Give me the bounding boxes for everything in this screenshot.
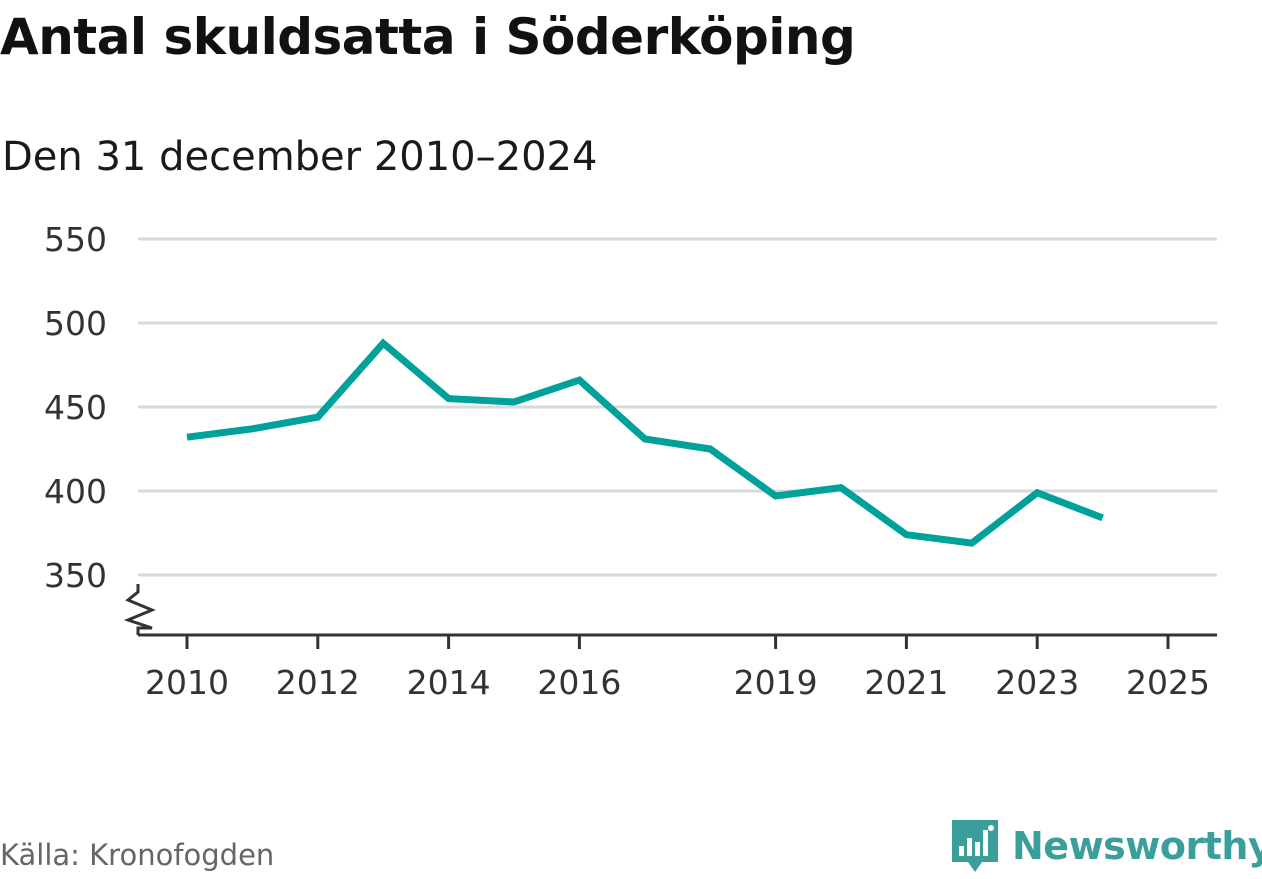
y-tick-label: 550 bbox=[44, 220, 107, 259]
x-axis: 2010 2012 2014 2016 2019 2021 2023 2025 bbox=[138, 633, 1217, 702]
x-tick-label: 2021 bbox=[864, 663, 948, 702]
source-note: Källa: Kronofogden bbox=[0, 838, 275, 872]
y-tick-label: 350 bbox=[44, 556, 107, 595]
grid-lines bbox=[138, 237, 1217, 577]
x-tick-label: 2025 bbox=[1126, 663, 1210, 702]
brand-name: Newsworthy bbox=[1012, 824, 1262, 868]
x-tick-label: 2016 bbox=[537, 663, 621, 702]
y-tick-label: 450 bbox=[44, 388, 107, 427]
x-tick-label: 2023 bbox=[995, 663, 1079, 702]
series-line bbox=[186, 338, 1104, 547]
x-tick-label: 2012 bbox=[276, 663, 360, 702]
y-tick-label: 400 bbox=[44, 472, 107, 511]
x-tick-label: 2019 bbox=[734, 663, 818, 702]
x-tick-label: 2014 bbox=[407, 663, 491, 702]
series-layer bbox=[186, 338, 1104, 547]
chart-subtitle: Den 31 december 2010–2024 bbox=[2, 134, 598, 180]
y-tick-label: 500 bbox=[44, 304, 107, 343]
brand-logo: Newsworthy bbox=[950, 818, 1262, 874]
x-tick-label: 2010 bbox=[145, 663, 229, 702]
chart-title: Antal skuldsatta i Söderköping bbox=[0, 8, 856, 66]
y-axis: 350 400 450 500 550 bbox=[44, 220, 156, 635]
newsworthy-chart-icon bbox=[952, 820, 998, 872]
axis-break-marker bbox=[123, 584, 156, 635]
